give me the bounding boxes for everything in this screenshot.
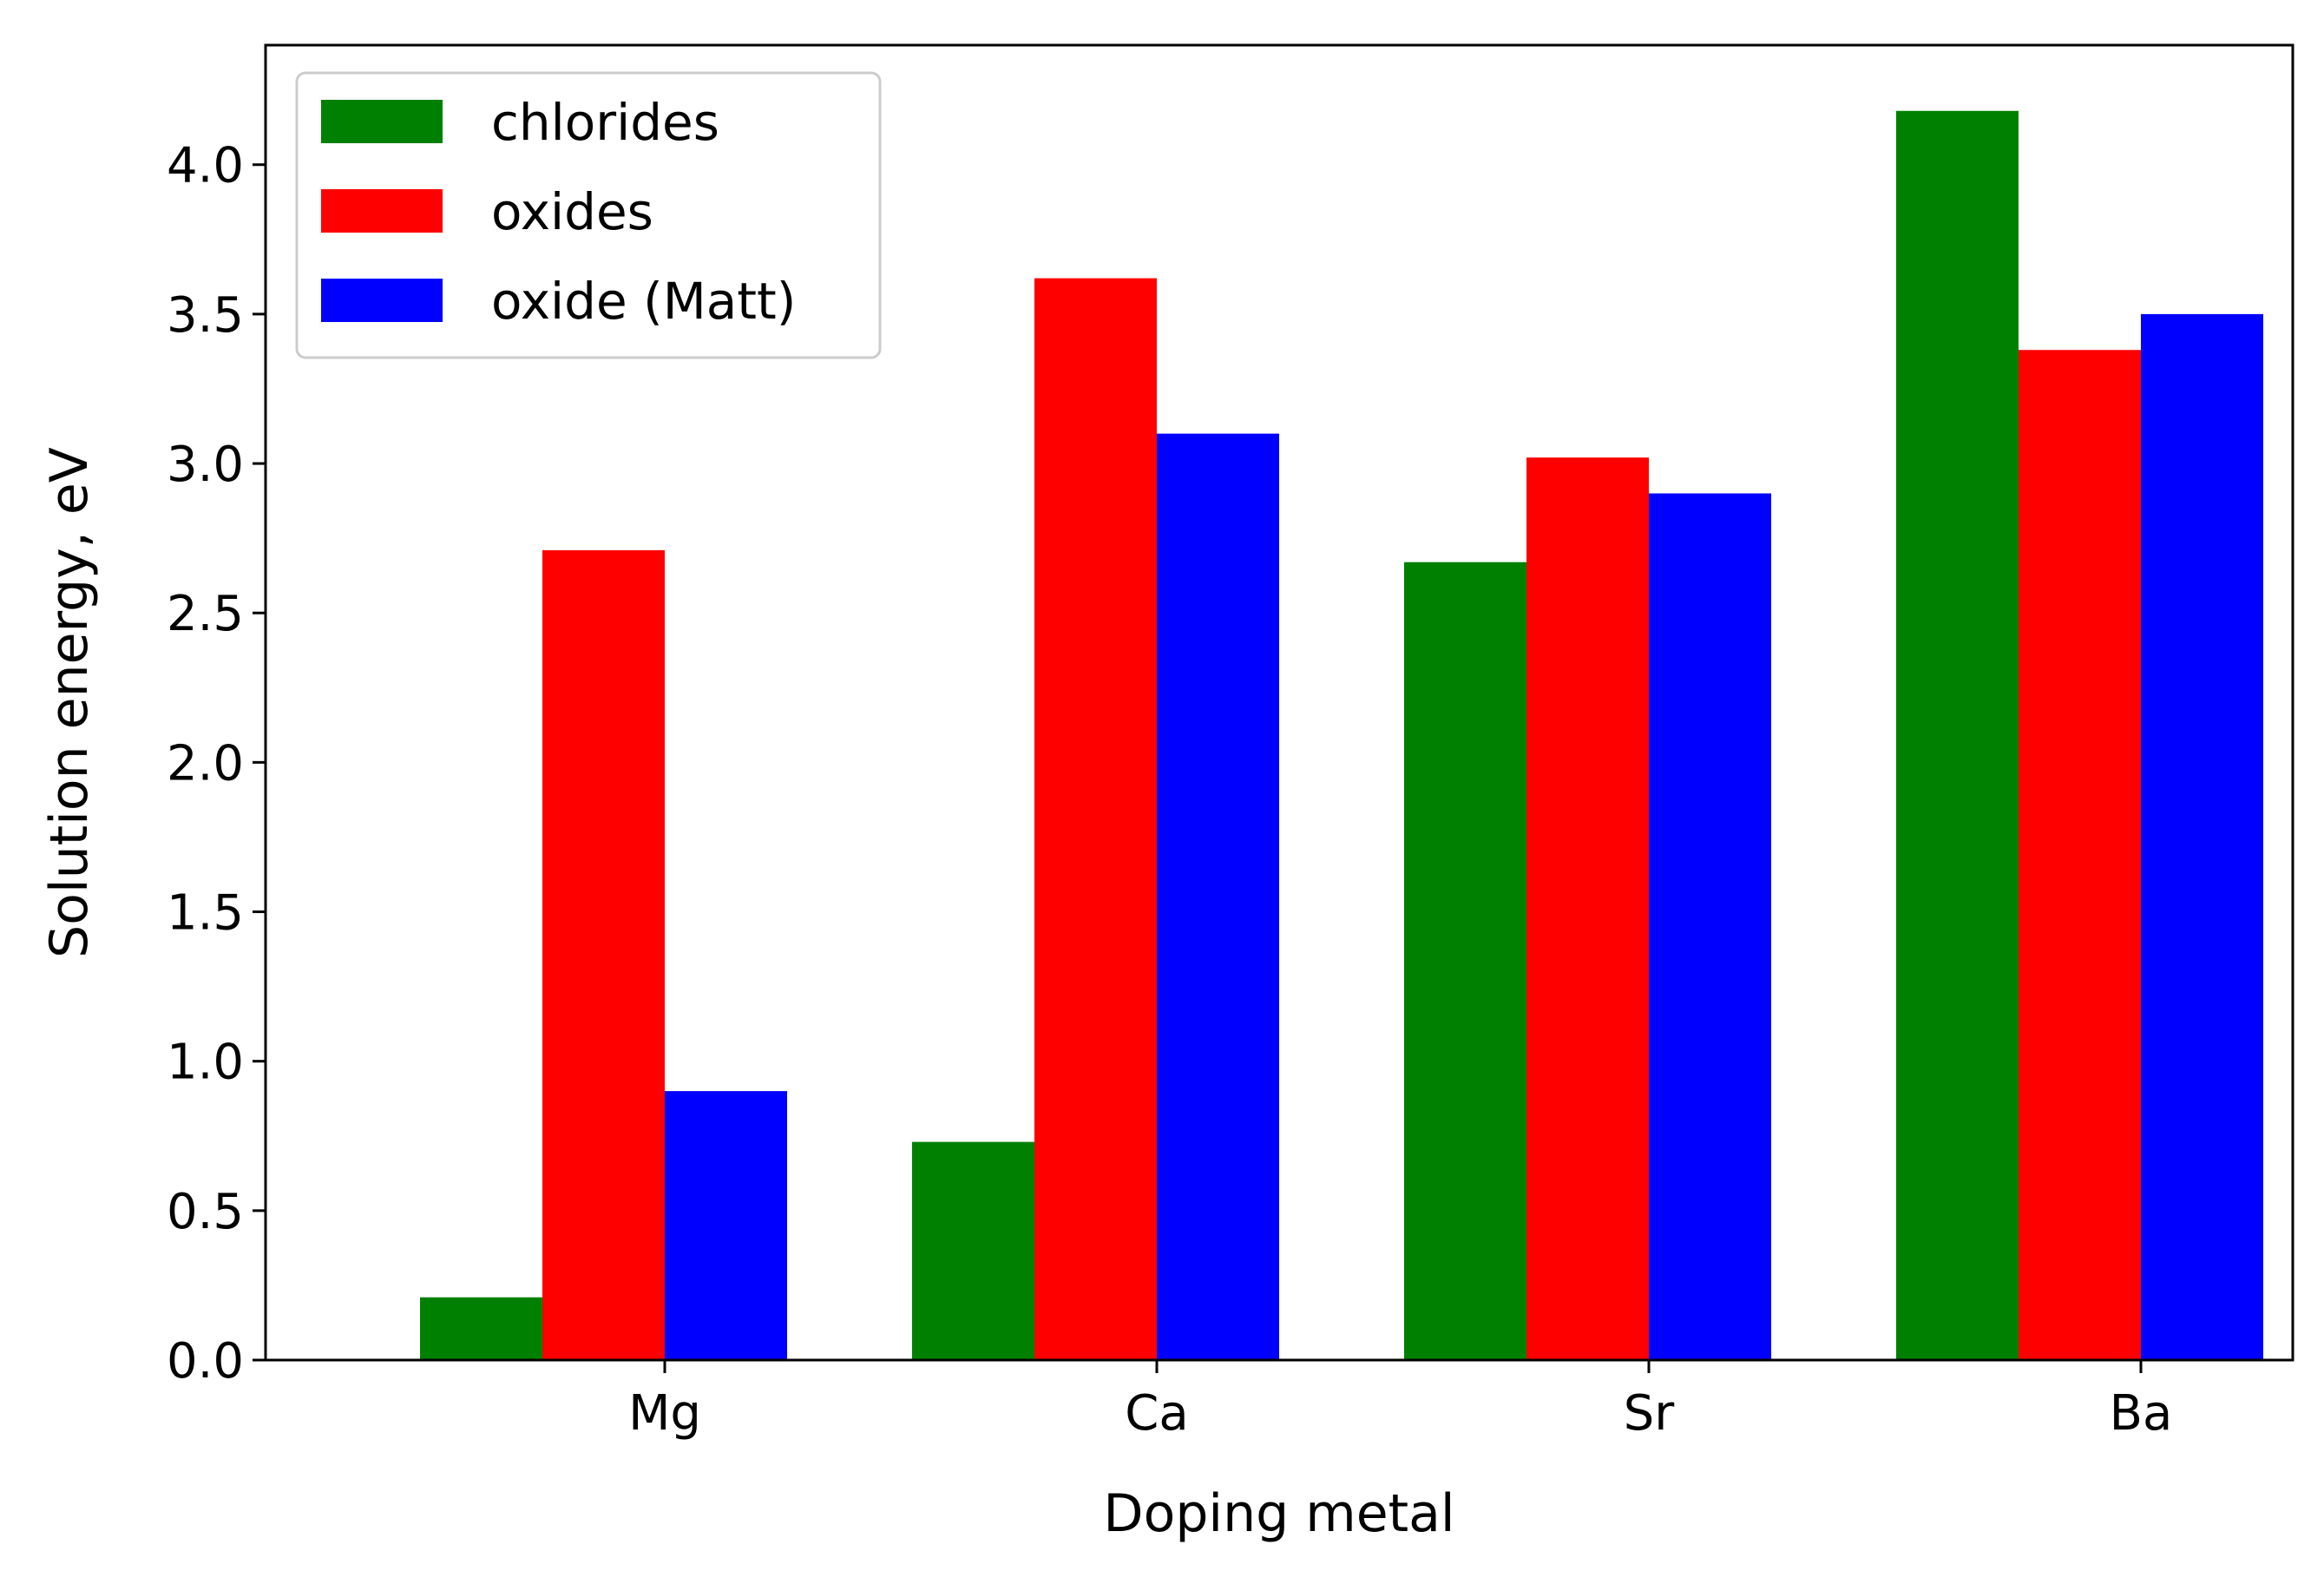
y-tick-label: 2.5 [167, 586, 244, 642]
y-tick-label: 3.0 [167, 437, 244, 493]
legend-label: oxides [491, 182, 653, 241]
x-tick-label: Ca [1125, 1385, 1188, 1442]
legend-label: chlorides [491, 93, 719, 152]
y-tick-label: 3.5 [167, 287, 244, 344]
legend-swatch [321, 189, 443, 233]
bar-oxide-matt--ca [1157, 433, 1279, 1360]
ticks-layer: 0.0 0.5 1.0 1.5 2.0 2.5 3.0 3.5 4.0 Mg Ca Sr Ba [167, 138, 2172, 1442]
bar-oxides-sr [1526, 457, 1649, 1360]
y-tick-label: 0.0 [167, 1333, 244, 1390]
bar-chlorides-mg [420, 1297, 542, 1360]
bar-oxides-ba [2019, 350, 2141, 1360]
y-axis-label: Solution energy, eV [39, 447, 100, 958]
bar-oxide-matt--sr [1649, 493, 1771, 1360]
y-tick-label: 1.0 [167, 1035, 244, 1091]
bar-oxide-matt--mg [665, 1091, 787, 1360]
bars-layer [420, 110, 2263, 1361]
plot-frame [264, 43, 2294, 1362]
y-tick-label: 2.0 [167, 735, 244, 792]
bar-oxide-matt--ba [2141, 313, 2263, 1360]
legend-label: oxide (Matt) [491, 272, 796, 331]
y-tick-label: 0.5 [167, 1184, 244, 1240]
x-tick-label: Sr [1624, 1385, 1676, 1442]
y-tick-label: 4.0 [167, 138, 244, 194]
x-axis-label: Doping metal [1103, 1483, 1454, 1544]
legend-swatch [321, 279, 443, 322]
bar-chlorides-ca [912, 1141, 1034, 1360]
x-tick-label: Mg [628, 1385, 701, 1442]
bar-chlorides-sr [1404, 562, 1526, 1360]
legend: chlorides oxides oxide (Matt) [295, 71, 882, 359]
y-tick-label: 1.5 [167, 885, 244, 942]
bar-chlorides-ba [1896, 110, 2019, 1360]
bar-oxides-ca [1034, 278, 1157, 1361]
legend-swatch [321, 100, 443, 143]
bar-oxides-mg [542, 549, 665, 1360]
x-tick-label: Ba [2110, 1385, 2173, 1442]
